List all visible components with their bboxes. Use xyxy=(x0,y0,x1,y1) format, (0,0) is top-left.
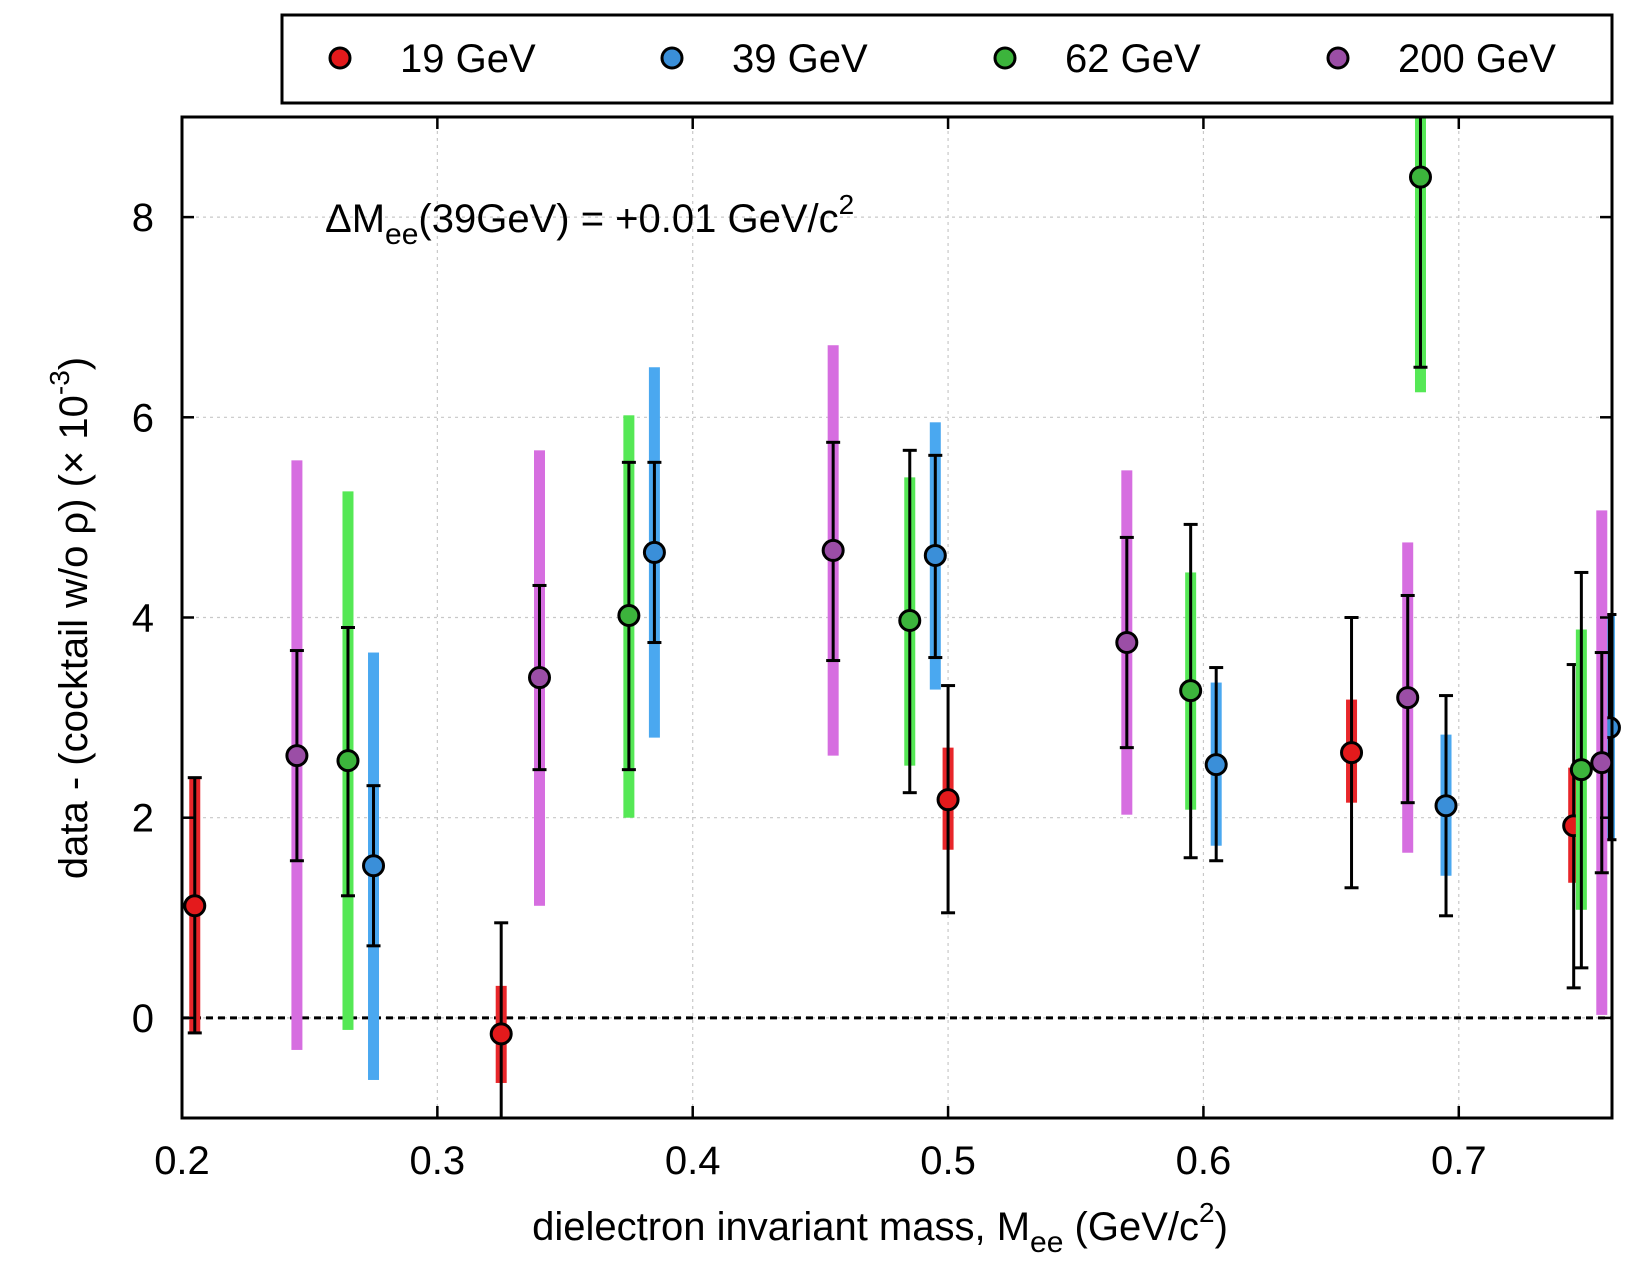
data-point xyxy=(1434,794,1458,818)
data-point xyxy=(528,666,551,690)
legend-item: 39 GeV xyxy=(660,37,868,81)
x-tick-label: 0.6 xyxy=(1176,1139,1232,1183)
y-tick-label: 0 xyxy=(132,997,154,1041)
y-tick-label: 4 xyxy=(132,597,154,641)
series-62-gev xyxy=(336,115,1593,1030)
y-tick-label: 2 xyxy=(132,797,154,841)
annotation-text: ΔMee(39GeV) = +0.01 GeV/c2 xyxy=(325,189,854,251)
data-point xyxy=(821,538,845,562)
y-tick-label: 8 xyxy=(132,196,154,240)
legend-label: 62 GeV xyxy=(1065,37,1201,81)
data-series xyxy=(183,115,1621,1120)
y-tick-label: 6 xyxy=(132,396,154,440)
data-point xyxy=(936,788,960,812)
x-tick-label: 0.2 xyxy=(154,1139,210,1183)
series-39-gev xyxy=(362,367,1621,1080)
x-tick-label: 0.7 xyxy=(1431,1139,1487,1183)
data-point xyxy=(1179,679,1203,703)
data-point xyxy=(1590,751,1614,775)
data-point xyxy=(1340,741,1364,765)
axis-ticks: 0.2 0.3 0.4 0.5 0.6 0.7 0 2 4 6 8 xyxy=(132,117,1612,1183)
y-axis-label: data - (cocktail w/o ρ) (× 10-3) xyxy=(44,357,96,879)
legend-item: 19 GeV xyxy=(328,37,536,81)
x-axis-label-mid: (GeV/c xyxy=(1063,1205,1199,1249)
legend-box xyxy=(280,13,1614,105)
x-tick-label: 0.4 xyxy=(665,1139,721,1183)
data-point xyxy=(183,894,207,918)
x-axis-label-end: ) xyxy=(1215,1205,1228,1249)
data-point xyxy=(642,540,666,564)
legend-marker xyxy=(660,46,684,70)
x-axis-label-sub: ee xyxy=(1030,1226,1063,1259)
data-point xyxy=(923,543,947,567)
annotation-mid: (39GeV) = +0.01 GeV/c xyxy=(418,197,838,241)
data-point xyxy=(617,603,641,627)
y-axis-label-main: data - (cocktail w/o ρ) (× 10 xyxy=(52,395,96,879)
legend-marker xyxy=(328,46,352,70)
x-tick-label: 0.5 xyxy=(920,1139,976,1183)
data-point xyxy=(489,1022,513,1046)
legend-label: 200 GeV xyxy=(1398,37,1556,81)
legend: 19 GeV 39 GeV 62 GeV 200 GeV xyxy=(280,13,1614,105)
annotation-sub: ee xyxy=(385,218,418,251)
data-point xyxy=(898,609,922,633)
y-axis-label-sup: -3 xyxy=(44,370,75,395)
legend-label: 39 GeV xyxy=(732,37,868,81)
legend-item: 200 GeV xyxy=(1326,37,1556,81)
legend-item: 62 GeV xyxy=(993,37,1201,81)
data-point xyxy=(1115,631,1139,655)
data-point xyxy=(336,749,360,773)
x-axis-label: dielectron invariant mass, Mee (GeV/c2) xyxy=(532,1197,1228,1259)
data-point xyxy=(285,744,309,768)
data-point xyxy=(1396,686,1420,710)
annotation-pre: ΔM xyxy=(325,197,385,241)
legend-marker xyxy=(993,46,1017,70)
y-axis-label-end: ) xyxy=(52,357,96,370)
legend-marker xyxy=(1326,46,1350,70)
x-axis-label-sup: 2 xyxy=(1199,1197,1215,1228)
legend-label: 19 GeV xyxy=(400,37,536,81)
x-axis-label-main: dielectron invariant mass, M xyxy=(532,1205,1030,1249)
data-point xyxy=(362,854,386,878)
data-point xyxy=(1204,753,1228,777)
series-19-gev xyxy=(183,616,1586,1120)
x-tick-label: 0.3 xyxy=(410,1139,466,1183)
data-point xyxy=(1408,165,1432,189)
annotation-sup: 2 xyxy=(839,189,855,220)
data-point xyxy=(1569,758,1593,782)
series-200-gev xyxy=(285,345,1614,1050)
